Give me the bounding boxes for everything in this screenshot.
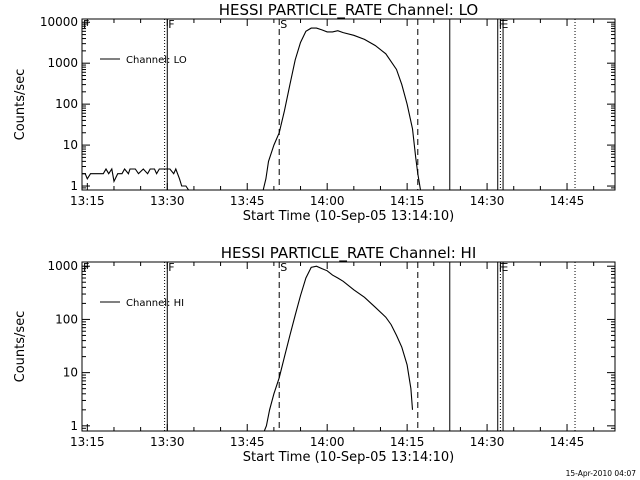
x-tick-label: 14:30 — [470, 435, 505, 449]
marker-label: F — [83, 261, 89, 274]
plot-frame — [81, 18, 616, 191]
legend-label: Channel: HI — [126, 298, 184, 309]
series-line — [263, 265, 414, 431]
x-tick-label: 14:15 — [390, 435, 425, 449]
chart-title: HESSI PARTICLE_RATE Channel: LO — [219, 1, 478, 20]
chart-title: HESSI PARTICLE_RATE Channel: HI — [221, 244, 477, 263]
plot-frame — [81, 261, 616, 432]
y-tick-label: 100 — [55, 97, 78, 111]
y-tick-label: 10 — [63, 366, 78, 380]
footer-timestamp: 15-Apr-2010 04:07 — [566, 469, 637, 478]
marker-label: S — [280, 261, 287, 274]
y-axis-label: Counts/sec — [13, 69, 28, 141]
hi-channel-panel: HESSI PARTICLE_RATE Channel: HIF F S FE13:1… — [13, 244, 616, 465]
x-axis-label: Start Time (10-Sep-05 13:14:10) — [243, 450, 454, 465]
y-tick-label: 1000 — [47, 259, 78, 273]
y-tick-label: 1 — [70, 419, 78, 433]
legend-label: Channel: LO — [126, 55, 187, 66]
marker-label: F — [168, 18, 174, 31]
marker-label: E — [501, 261, 508, 274]
x-tick-label: 13:30 — [150, 194, 185, 208]
marker-label: F — [83, 18, 89, 31]
series-line — [262, 27, 422, 190]
y-axis-label: Counts/sec — [13, 311, 28, 383]
x-tick-label: 13:15 — [70, 435, 105, 449]
series-line — [82, 167, 190, 190]
x-tick-label: 14:45 — [550, 435, 585, 449]
x-tick-label: 14:00 — [310, 435, 345, 449]
y-tick-label: 1000 — [47, 56, 78, 70]
x-tick-label: 14:00 — [310, 194, 345, 208]
x-tick-label: 13:30 — [150, 435, 185, 449]
y-tick-label: 1 — [70, 179, 78, 193]
marker-label: F — [499, 18, 505, 31]
x-tick-label: 14:30 — [470, 194, 505, 208]
marker-label: F — [499, 261, 505, 274]
marker-label: F — [168, 261, 174, 274]
x-axis-label: Start Time (10-Sep-05 13:14:10) — [243, 209, 454, 224]
x-tick-label: 13:15 — [70, 194, 105, 208]
marker-label: E — [501, 18, 508, 31]
marker-label: S — [280, 18, 287, 31]
x-tick-label: 14:45 — [550, 194, 585, 208]
y-tick-label: 10 — [63, 138, 78, 152]
x-tick-label: 14:15 — [390, 194, 425, 208]
y-tick-label: 100 — [55, 312, 78, 326]
x-tick-label: 13:45 — [230, 194, 265, 208]
lo-channel-panel: HESSI PARTICLE_RATE Channel: LOF F S FE13:1… — [13, 1, 616, 224]
y-tick-label: 10000 — [40, 15, 78, 29]
x-tick-label: 13:45 — [230, 435, 265, 449]
